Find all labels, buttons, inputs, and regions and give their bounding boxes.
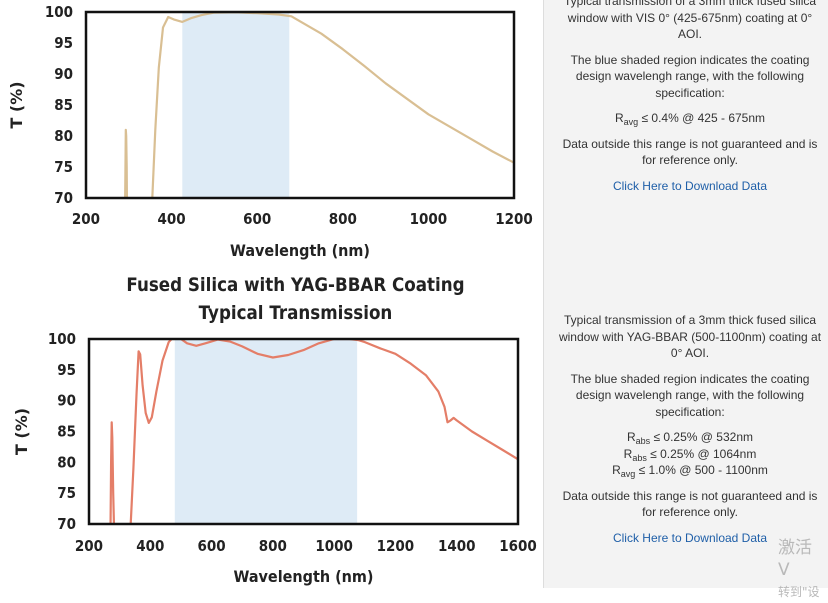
y-axis-label: T (%) xyxy=(12,408,31,455)
chart-title: Fused Silica with YAG-BBAR Coating xyxy=(126,274,464,296)
spec-value: ≤ 0.25% @ 532nm xyxy=(650,430,754,444)
spec-list: Rabs ≤ 0.25% @ 532nm Rabs ≤ 0.25% @ 1064n… xyxy=(554,429,826,479)
spec-symbol: R xyxy=(612,463,621,477)
x-axis-label: Wavelength (nm) xyxy=(233,567,373,586)
y-tick-label: 100 xyxy=(48,331,76,348)
watermark-line-2: 转到"设 xyxy=(778,585,820,599)
y-tick-label: 90 xyxy=(57,393,76,410)
spec-value: ≤ 0.4% @ 425 - 675nm xyxy=(638,111,766,125)
chart-cell: 200 400 600 800 1000 1200 70 75 80 85 90 95 100 Wavel… xyxy=(0,0,543,266)
x-tick-label: 600 xyxy=(197,538,225,555)
y-tick-label: 70 xyxy=(57,516,76,533)
plot-frame xyxy=(84,10,516,200)
description-intro: Typical transmission of a 3mm thick fuse… xyxy=(563,0,817,41)
spec-symbol: R xyxy=(614,111,624,125)
y-tick-label: 95 xyxy=(54,35,73,52)
transmission-series-line xyxy=(151,12,514,198)
x-tick-label: 800 xyxy=(259,538,287,555)
description-panel: Typical transmission of a 3mm thick fuse… xyxy=(543,0,828,266)
y-tick-label: 85 xyxy=(54,97,73,114)
spec-line: Rabs ≤ 0.25% @ 1064nm xyxy=(554,446,826,463)
x-tick-label: 200 xyxy=(75,538,103,555)
chart-cell: Fused Silica with YAG-BBAR Coating Typica… xyxy=(0,266,543,588)
activation-watermark: 激活 V 转到"设 xyxy=(778,537,828,603)
y-tick-label: 75 xyxy=(57,486,76,503)
x-tick-label: 1600 xyxy=(499,538,537,555)
y-tick-label: 95 xyxy=(57,362,76,379)
x-tick-label: 1200 xyxy=(377,538,415,555)
coating-design-range xyxy=(182,12,290,198)
y-tick-label: 100 xyxy=(45,4,73,21)
plot-frame xyxy=(87,337,520,526)
transmission-series-line xyxy=(129,339,518,524)
transmission-series-line xyxy=(124,128,129,198)
coating-design-range xyxy=(174,339,358,524)
spec-symbol: R xyxy=(623,446,633,461)
spec-line: Ravg ≤ 1.0% @ 500 - 1100nm xyxy=(554,462,826,479)
spec-subscript: abs xyxy=(635,436,651,446)
description-panel: Typical transmission of a 3mm thick fuse… xyxy=(543,266,828,588)
x-tick-label: 1400 xyxy=(438,538,476,555)
x-tick-label: 1000 xyxy=(315,538,353,555)
spec-subscript: abs xyxy=(632,452,647,463)
y-tick-label: 90 xyxy=(54,66,73,83)
x-tick-label: 400 xyxy=(158,211,186,228)
y-tick-label: 80 xyxy=(54,128,73,145)
chart-title: Typical Transmission xyxy=(199,302,393,324)
spec-subscript: avg xyxy=(620,469,636,479)
transmission-chart-vis: 200 400 600 800 1000 1200 70 75 80 85 90 95 100 Wavel… xyxy=(7,4,533,260)
y-tick-label: 80 xyxy=(57,455,76,472)
x-axis-label: Wavelength (nm) xyxy=(230,241,370,260)
x-tick-label: 1200 xyxy=(495,211,533,228)
data-disclaimer: Data outside this range is not guarantee… xyxy=(562,136,818,168)
description-intro: Typical transmission of a 3mm thick fuse… xyxy=(558,313,822,360)
y-tick-label: 75 xyxy=(54,159,73,176)
watermark-line-1: 激活 V xyxy=(778,538,812,580)
spec-subscript: avg xyxy=(623,117,639,127)
spec-symbol: R xyxy=(626,430,636,444)
transmission-series-line xyxy=(109,421,116,524)
y-axis-label: T (%) xyxy=(7,81,26,128)
spec-value: ≤ 1.0% @ 500 - 1100nm xyxy=(635,463,768,477)
spec-line: Rabs ≤ 0.25% @ 532nm xyxy=(554,429,826,446)
spec-list: Ravg ≤ 0.4% @ 425 - 675nm xyxy=(554,110,826,127)
download-data-link[interactable]: Click Here to Download Data xyxy=(612,178,768,193)
shading-note: The blue shaded region indicates the coa… xyxy=(570,52,810,100)
data-disclaimer: Data outside this range is not guarantee… xyxy=(562,488,818,520)
chart-row-vis: 200 400 600 800 1000 1200 70 75 80 85 90 95 100 Wavel… xyxy=(0,0,828,266)
x-tick-label: 1000 xyxy=(410,211,448,228)
y-tick-label: 85 xyxy=(57,424,76,441)
y-tick-label: 70 xyxy=(54,190,73,207)
shading-note: The blue shaded region indicates the coa… xyxy=(570,371,810,419)
spec-line: Ravg ≤ 0.4% @ 425 - 675nm xyxy=(554,110,826,127)
x-tick-label: 800 xyxy=(329,211,357,228)
download-data-link[interactable]: Click Here to Download Data xyxy=(612,530,768,545)
transmission-chart-yag-bbar: Fused Silica with YAG-BBAR Coating Typica… xyxy=(12,274,537,586)
x-tick-label: 200 xyxy=(72,211,100,228)
x-tick-label: 400 xyxy=(136,538,164,555)
chart-row-yag-bbar: Fused Silica with YAG-BBAR Coating Typica… xyxy=(0,266,828,588)
x-tick-label: 600 xyxy=(243,211,271,228)
spec-value: ≤ 0.25% @ 1064nm xyxy=(646,446,757,461)
